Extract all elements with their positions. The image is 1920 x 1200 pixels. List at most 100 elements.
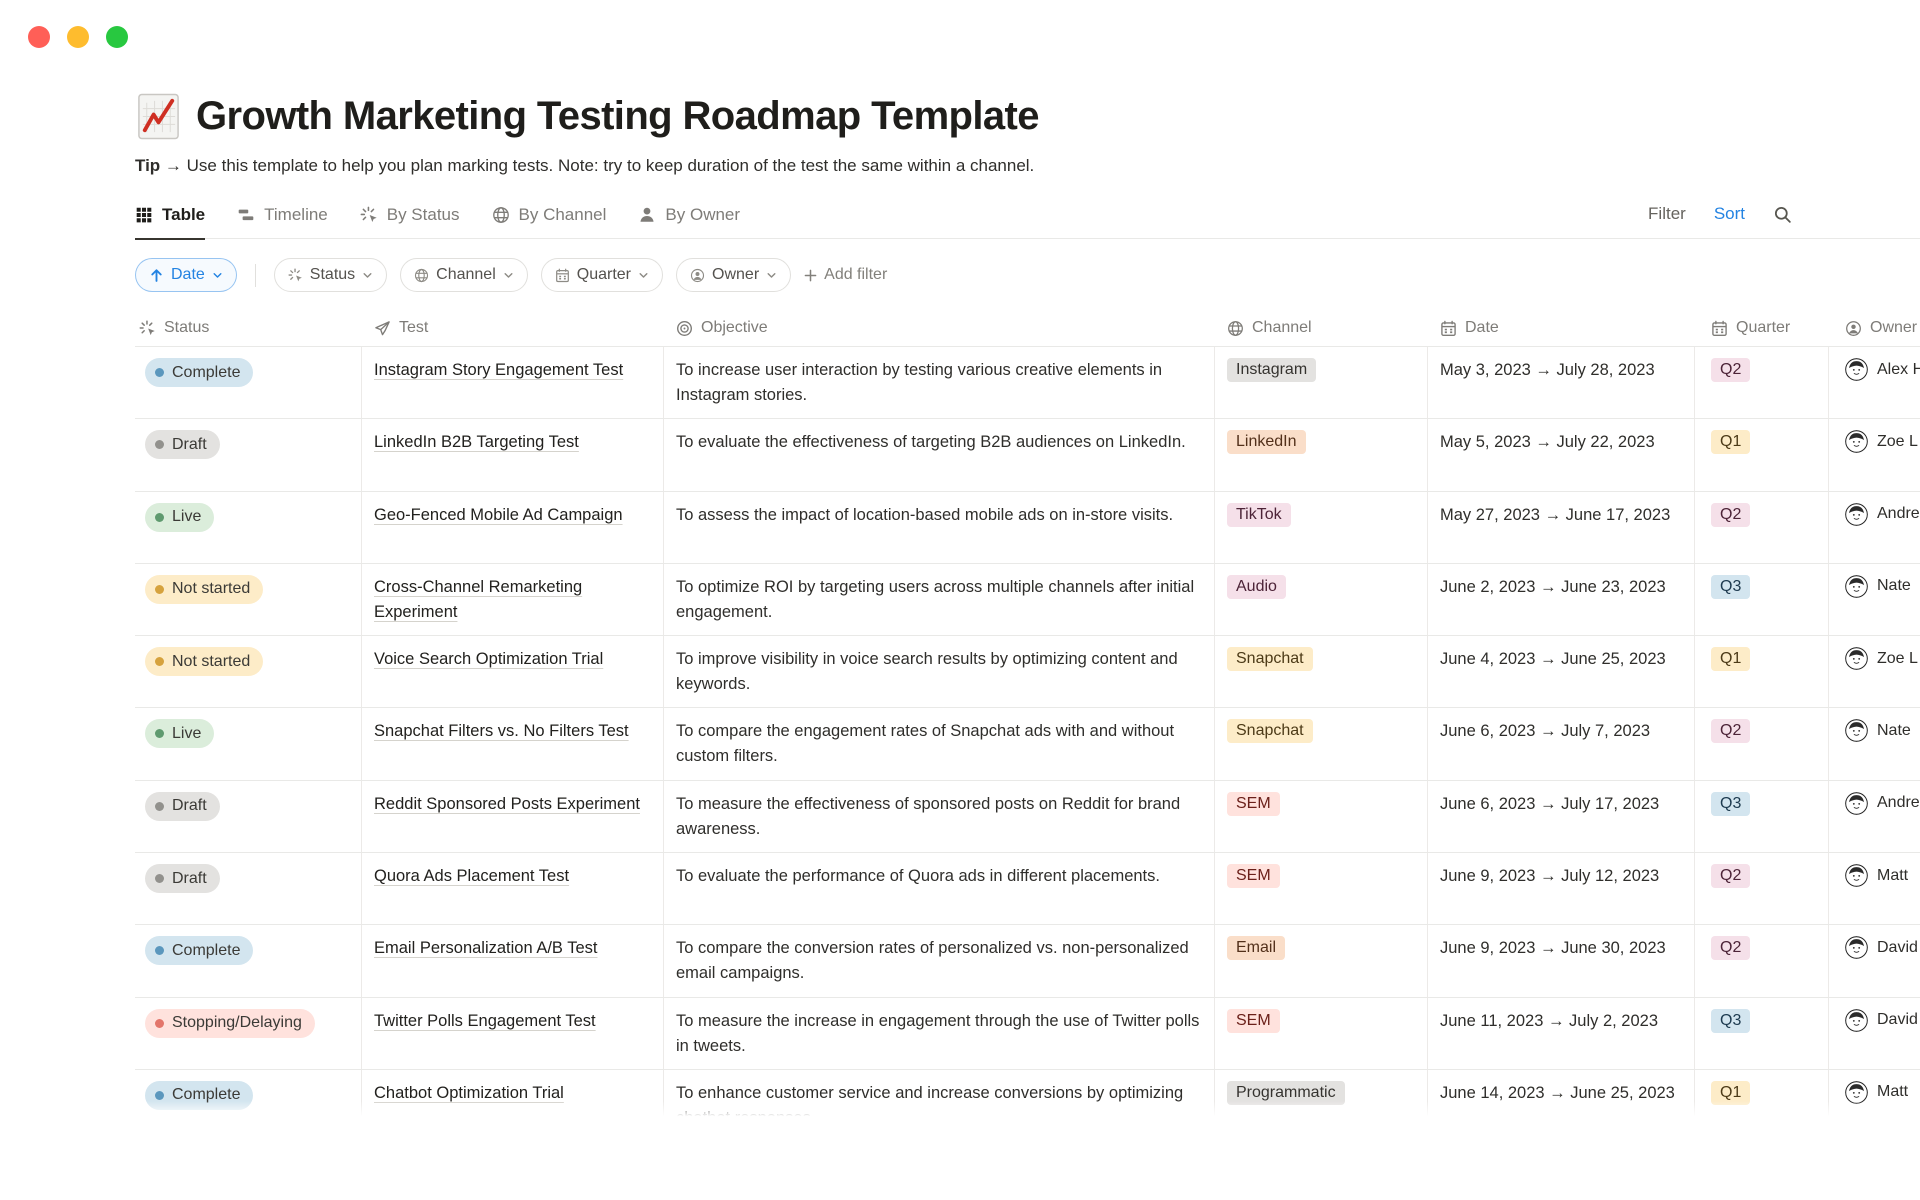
objective-cell[interactable]: To evaluate the effectiveness of targeti… [664,419,1215,491]
objective-cell[interactable]: To increase user interaction by testing … [664,347,1215,419]
objective-cell[interactable]: To compare the engagement rates of Snapc… [664,708,1215,780]
channel-cell[interactable]: Email [1215,925,1428,997]
status-badge[interactable]: Not started [145,647,264,677]
status-badge[interactable]: Complete [145,1080,254,1110]
status-badge[interactable]: Live [145,502,215,532]
filter-button[interactable]: Filter [1648,204,1686,223]
objective-cell[interactable]: To measure the effectiveness of sponsore… [664,780,1215,853]
status-badge[interactable]: Not started [145,574,264,604]
date-cell[interactable]: June 2, 2023 → June 23, 2023 [1428,563,1695,636]
test-cell[interactable]: Quora Ads Placement Test [362,853,664,925]
status-cell[interactable]: Complete [135,925,362,997]
column-header-status[interactable]: Status [135,319,362,337]
objective-cell[interactable]: To assess the impact of location-based m… [664,491,1215,563]
owner-cell[interactable]: Nate [1829,708,1920,779]
channel-tag[interactable]: Snapchat [1227,647,1313,672]
quarter-tag[interactable]: Q1 [1711,1080,1751,1105]
channel-cell[interactable]: LinkedIn [1215,419,1428,491]
quarter-tag[interactable]: Q1 [1711,430,1751,455]
test-page-link[interactable]: Chatbot Optimization Trial [374,1083,564,1102]
test-cell[interactable]: Voice Search Optimization Trial [362,636,664,708]
quarter-cell[interactable]: Q3 [1695,563,1829,636]
owner[interactable]: Matt [1845,864,1908,887]
tab-by-channel[interactable]: By Channel [492,205,606,239]
status-cell[interactable]: Complete [135,1069,362,1119]
zoom-window-button[interactable] [106,26,128,48]
channel-cell[interactable]: Programmatic [1215,1069,1428,1119]
owner-cell[interactable]: Zoe L [1829,419,1920,490]
objective-cell[interactable]: To enhance customer service and increase… [664,1069,1215,1119]
test-cell[interactable]: Snapchat Filters vs. No Filters Test [362,708,664,780]
quarter-cell[interactable]: Q2 [1695,708,1829,780]
channel-cell[interactable]: TikTok [1215,491,1428,563]
owner[interactable]: Zoe L [1845,430,1918,454]
tab-by-status[interactable]: By Status [360,205,460,239]
column-header-owner[interactable]: Owner [1829,319,1920,337]
test-cell[interactable]: LinkedIn B2B Targeting Test [362,419,664,491]
owner[interactable]: Andrea [1845,791,1920,815]
sort-chip-date[interactable]: Date [135,258,237,292]
filter-chip-quarter[interactable]: Quarter [540,258,664,292]
status-badge[interactable]: Complete [145,358,254,387]
test-cell[interactable]: Reddit Sponsored Posts Experiment [362,780,664,853]
column-header-test[interactable]: Test [362,319,664,337]
status-cell[interactable]: Draft [135,419,362,491]
channel-cell[interactable]: Snapchat [1215,636,1428,708]
quarter-cell[interactable]: Q2 [1695,925,1829,997]
channel-tag[interactable]: SEM [1227,1008,1280,1033]
column-header-quarter[interactable]: Quarter [1695,319,1829,337]
objective-cell[interactable]: To improve visibility in voice search re… [664,636,1215,708]
status-badge[interactable]: Stopping/Delaying [145,1008,315,1038]
column-header-objective[interactable]: Objective [664,319,1215,337]
test-cell[interactable]: Instagram Story Engagement Test [362,347,664,419]
status-cell[interactable]: Stopping/Delaying [135,997,362,1069]
test-page-link[interactable]: Reddit Sponsored Posts Experiment [374,794,640,813]
test-cell[interactable]: Geo-Fenced Mobile Ad Campaign [362,491,664,563]
owner-cell[interactable]: Nate [1829,564,1920,635]
test-page-link[interactable]: Email Personalization A/B Test [374,939,598,958]
filter-chip-status[interactable]: Status [273,258,388,292]
owner-cell[interactable]: Andrea [1829,781,1920,852]
status-cell[interactable]: Not started [135,636,362,708]
test-page-link[interactable]: LinkedIn B2B Targeting Test [374,433,579,452]
date-cell[interactable]: May 3, 2023 → July 28, 2023 [1428,347,1695,419]
owner-cell[interactable]: Zoe L [1829,636,1920,707]
channel-tag[interactable]: SEM [1227,791,1280,816]
column-header-date[interactable]: Date [1428,319,1695,337]
owner[interactable]: David [1845,936,1918,960]
quarter-tag[interactable]: Q3 [1711,574,1751,599]
status-badge[interactable]: Complete [145,936,254,966]
channel-cell[interactable]: Snapchat [1215,708,1428,780]
chart-increasing-icon[interactable] [135,93,182,140]
quarter-cell[interactable]: Q3 [1695,780,1829,853]
channel-cell[interactable]: SEM [1215,853,1428,925]
quarter-cell[interactable]: Q2 [1695,491,1829,563]
owner-cell[interactable]: Matt [1829,853,1920,924]
channel-tag[interactable]: SEM [1227,864,1280,889]
date-cell[interactable]: June 11, 2023 → July 2, 2023 [1428,997,1695,1069]
date-cell[interactable]: June 6, 2023 → July 7, 2023 [1428,708,1695,780]
quarter-cell[interactable]: Q1 [1695,636,1829,708]
channel-tag[interactable]: TikTok [1227,502,1291,527]
date-cell[interactable]: June 14, 2023 → June 25, 2023 [1428,1069,1695,1119]
status-badge[interactable]: Draft [145,430,220,460]
test-cell[interactable]: Cross-Channel Remarketing Experiment [362,563,664,636]
status-cell[interactable]: Live [135,708,362,780]
test-page-link[interactable]: Voice Search Optimization Trial [374,650,604,669]
quarter-tag[interactable]: Q1 [1711,647,1751,672]
status-cell[interactable]: Live [135,491,362,563]
channel-cell[interactable]: SEM [1215,997,1428,1069]
status-cell[interactable]: Draft [135,853,362,925]
owner[interactable]: Andrea [1845,502,1920,526]
quarter-cell[interactable]: Q1 [1695,1069,1829,1119]
status-cell[interactable]: Draft [135,780,362,853]
quarter-cell[interactable]: Q1 [1695,419,1829,491]
quarter-tag[interactable]: Q3 [1711,791,1751,816]
filter-chip-owner[interactable]: Owner [676,258,792,292]
owner-cell[interactable]: Andrea [1829,492,1920,563]
test-cell[interactable]: Chatbot Optimization Trial [362,1069,664,1119]
channel-tag[interactable]: Instagram [1227,358,1317,382]
channel-tag[interactable]: LinkedIn [1227,430,1306,455]
status-badge[interactable]: Draft [145,791,220,821]
channel-cell[interactable]: Instagram [1215,347,1428,419]
